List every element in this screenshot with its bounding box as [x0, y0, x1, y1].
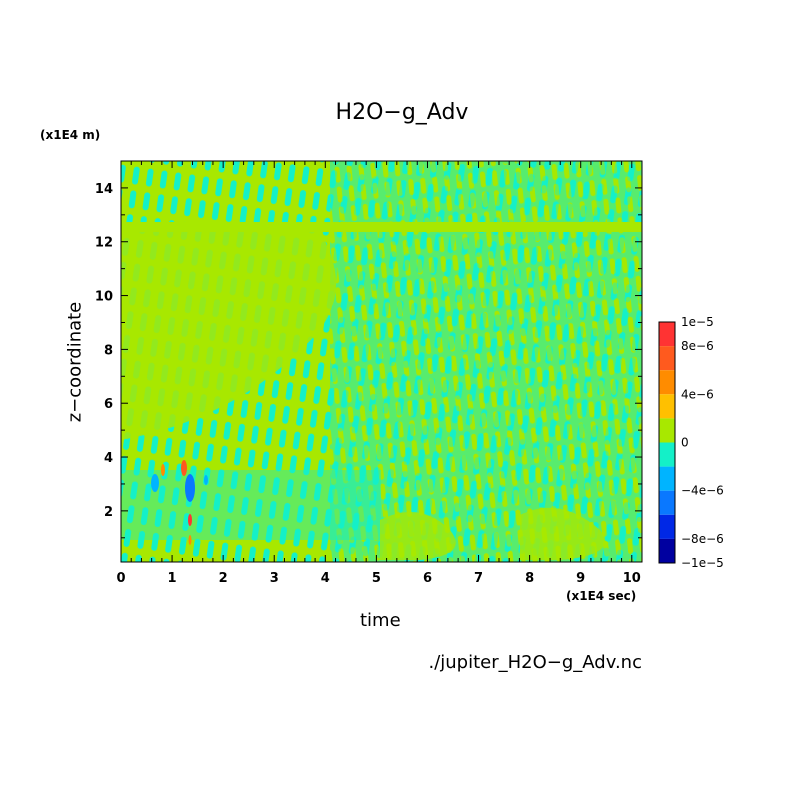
x-tick-label: 8 [525, 571, 534, 586]
y-tick-label: 10 [95, 290, 113, 305]
y-tick-label: 2 [104, 505, 113, 520]
x-axis: 0 1 2 3 4 5 6 7 8 9 10 [116, 161, 641, 586]
x-tick-label: 7 [474, 571, 483, 586]
colorbar-swatch [659, 370, 675, 395]
y-axis: 2 4 6 8 10 12 14 [95, 182, 642, 539]
colorbar-label: 8e−6 [681, 339, 714, 353]
colorbar-swatch [659, 418, 675, 443]
colorbar-label: −8e−6 [681, 532, 724, 546]
y-axis-unit: (x1E4 m) [40, 128, 101, 142]
colorbar-frame [658, 321, 676, 564]
colorbar-label: 1e−5 [681, 315, 714, 329]
y-tick-label: 8 [104, 343, 113, 358]
x-tick-label: 10 [623, 571, 641, 586]
colorbar-swatch [659, 442, 675, 467]
x-tick-label: 5 [372, 571, 381, 586]
x-tick-label: 3 [270, 571, 279, 586]
y-tick-label: 4 [104, 451, 113, 466]
y-tick-label: 6 [104, 397, 113, 412]
colorbar-label: −1e−5 [681, 556, 724, 570]
colorbar-swatch [659, 322, 675, 347]
x-tick-label: 1 [168, 571, 177, 586]
colorbar-swatch [659, 466, 675, 491]
colorbar-swatch [659, 514, 675, 539]
x-tick-label: 9 [576, 571, 585, 586]
x-tick-label: 0 [116, 571, 125, 586]
x-axis-label: time [360, 610, 401, 631]
colorbar-swatch [659, 490, 675, 515]
colorbar-swatch [659, 346, 675, 371]
plot-frame [120, 160, 643, 563]
colorbar-label: 0 [681, 436, 689, 450]
y-tick-label: 12 [95, 236, 113, 251]
x-axis-unit: (x1E4 sec) [566, 589, 637, 603]
heatmap-field [121, 161, 642, 562]
colorbar-swatch [659, 538, 675, 563]
x-tick-label: 2 [219, 571, 228, 586]
source-filename: ./jupiter_H2O−g_Adv.nc [428, 652, 642, 673]
chart-title: H2O−g_Adv [335, 100, 469, 125]
y-tick-label: 14 [95, 182, 113, 197]
colorbar-label: −4e−6 [681, 484, 724, 498]
colorbar-label: 4e−6 [681, 387, 714, 401]
x-tick-label: 6 [423, 571, 432, 586]
colorbar-swatch [659, 394, 675, 419]
colorbar: 1e−5 8e−6 4e−6 0 −4e−6 −8e−6 −1e−5 [658, 315, 724, 570]
x-tick-label: 4 [321, 571, 330, 586]
